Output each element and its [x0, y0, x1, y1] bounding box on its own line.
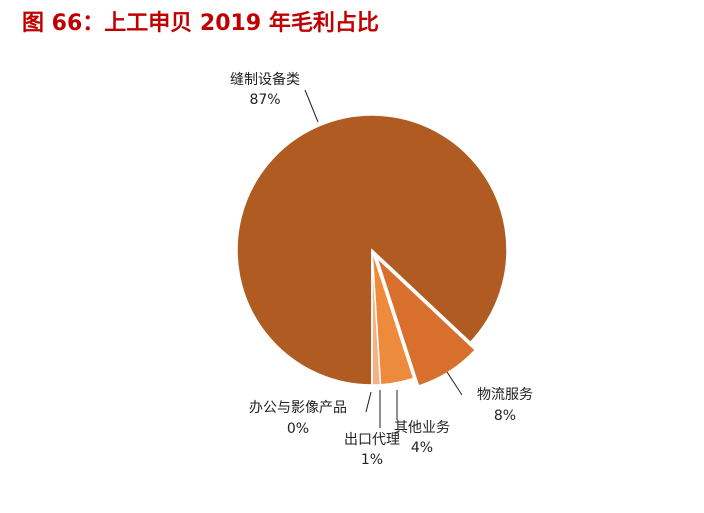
slice-value-label: 8%	[494, 408, 516, 424]
slice-label: 出口代理	[344, 432, 400, 448]
slice-label: 其他业务	[394, 420, 450, 436]
leader-line	[446, 371, 463, 396]
slice-value-label: 87%	[249, 92, 280, 108]
slice-value-label: 0%	[287, 421, 309, 437]
leader-line	[365, 391, 372, 413]
slice-label: 物流服务	[477, 387, 533, 403]
slice-value-label: 4%	[411, 440, 433, 456]
leader-line	[304, 89, 319, 123]
chart-title: 图 66：上工申贝 2019 年毛利占比	[22, 10, 379, 36]
slice-value-label: 1%	[361, 452, 383, 468]
slice-label: 缝制设备类	[230, 71, 300, 88]
pie-slice	[376, 257, 477, 387]
slice-label: 办公与影像产品	[249, 400, 347, 416]
